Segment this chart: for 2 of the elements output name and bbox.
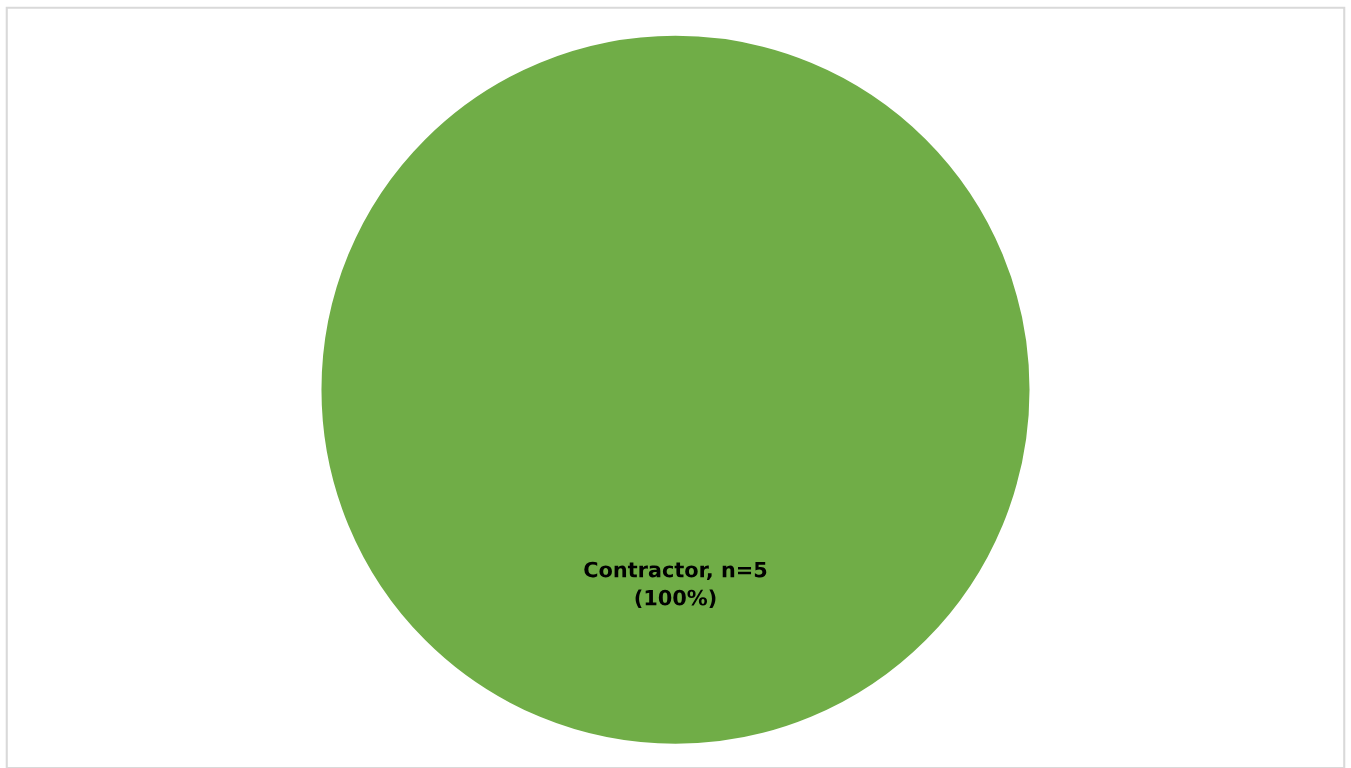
slice-label: Contractor, n=5 [584,561,767,581]
data-label: (100%) [635,589,716,608]
